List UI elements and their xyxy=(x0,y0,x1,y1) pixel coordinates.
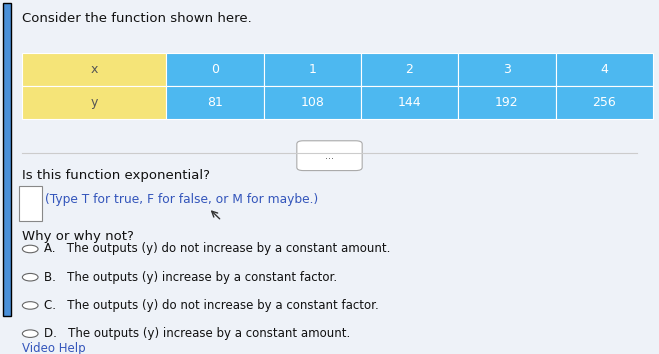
Text: x: x xyxy=(90,63,98,76)
Text: B.   The outputs (y) increase by a constant factor.: B. The outputs (y) increase by a constan… xyxy=(44,271,337,284)
Text: ...: ... xyxy=(325,151,334,161)
Text: y: y xyxy=(90,96,98,109)
Circle shape xyxy=(22,245,38,253)
Text: (Type T for true, F for false, or M for maybe.): (Type T for true, F for false, or M for … xyxy=(45,193,318,206)
Text: 144: 144 xyxy=(398,96,421,109)
FancyBboxPatch shape xyxy=(264,86,361,119)
FancyBboxPatch shape xyxy=(556,86,653,119)
Text: Why or why not?: Why or why not? xyxy=(22,230,134,243)
FancyBboxPatch shape xyxy=(166,86,264,119)
FancyBboxPatch shape xyxy=(458,53,556,86)
FancyBboxPatch shape xyxy=(361,86,458,119)
FancyBboxPatch shape xyxy=(22,53,166,86)
FancyBboxPatch shape xyxy=(19,186,42,221)
Circle shape xyxy=(22,302,38,309)
Text: Consider the function shown here.: Consider the function shown here. xyxy=(22,12,252,25)
Text: Video Help: Video Help xyxy=(22,342,86,354)
Text: Is this function exponential?: Is this function exponential? xyxy=(22,169,210,182)
Text: 1: 1 xyxy=(308,63,316,76)
FancyBboxPatch shape xyxy=(3,3,11,316)
Circle shape xyxy=(22,273,38,281)
Text: 3: 3 xyxy=(503,63,511,76)
FancyBboxPatch shape xyxy=(166,53,264,86)
Text: A.   The outputs (y) do not increase by a constant amount.: A. The outputs (y) do not increase by a … xyxy=(44,242,390,256)
Text: 2: 2 xyxy=(405,63,413,76)
FancyBboxPatch shape xyxy=(556,53,653,86)
FancyBboxPatch shape xyxy=(297,141,362,171)
Text: D.   The outputs (y) increase by a constant amount.: D. The outputs (y) increase by a constan… xyxy=(44,327,350,340)
Text: 81: 81 xyxy=(207,96,223,109)
FancyBboxPatch shape xyxy=(458,86,556,119)
Text: 256: 256 xyxy=(592,96,616,109)
Text: 4: 4 xyxy=(600,63,608,76)
FancyBboxPatch shape xyxy=(22,86,166,119)
Text: 192: 192 xyxy=(495,96,519,109)
Text: 0: 0 xyxy=(211,63,219,76)
Circle shape xyxy=(22,330,38,337)
FancyBboxPatch shape xyxy=(361,53,458,86)
Text: 108: 108 xyxy=(301,96,324,109)
FancyBboxPatch shape xyxy=(264,53,361,86)
Text: C.   The outputs (y) do not increase by a constant factor.: C. The outputs (y) do not increase by a … xyxy=(44,299,379,312)
